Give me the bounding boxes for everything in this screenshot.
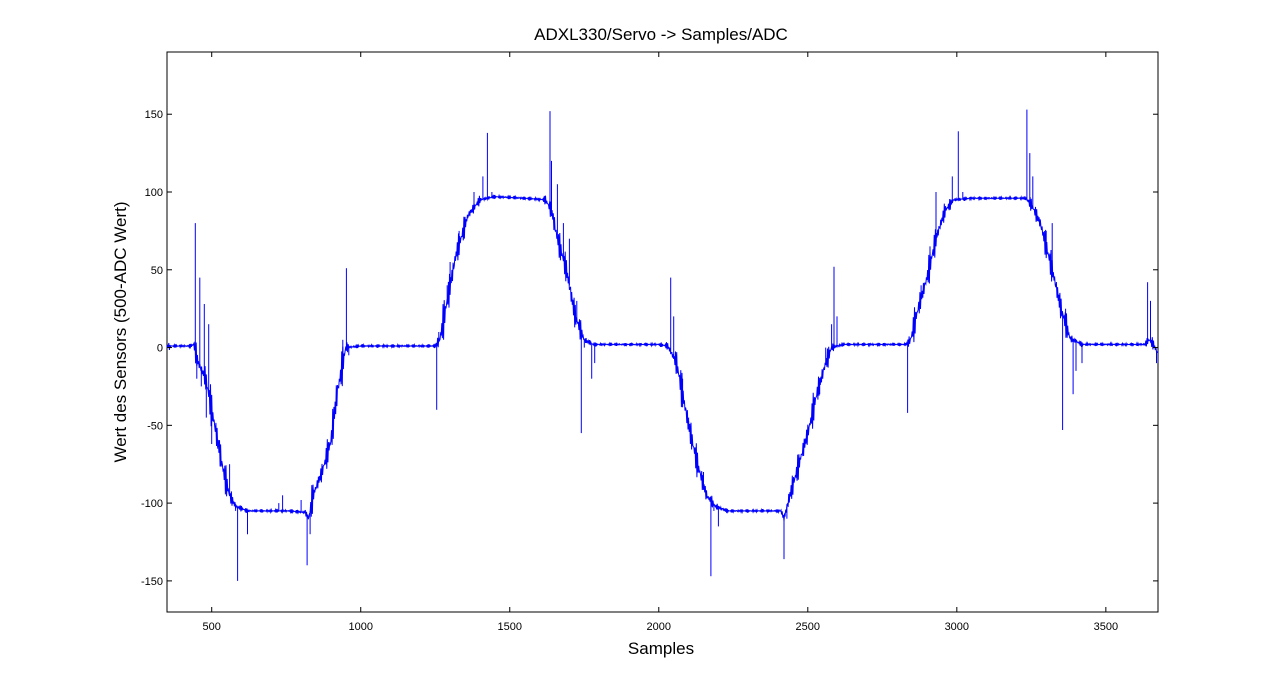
y-tick-label: 0 (157, 343, 163, 355)
y-tick-label: 50 (151, 265, 163, 277)
x-tick-label: 1500 (498, 621, 522, 633)
y-tick-label: -150 (141, 576, 163, 588)
x-tick-label: 3500 (1094, 621, 1118, 633)
x-tick-label: 2500 (796, 621, 820, 633)
x-tick-label: 2000 (647, 621, 671, 633)
y-tick-label: 150 (145, 109, 163, 121)
plot-frame (166, 51, 1159, 613)
ticks-layer: 500 1000 1500 2000 2500 3000 3500150100500-50-… (141, 52, 1158, 633)
x-tick-label: 1000 (348, 621, 372, 633)
chart-title: ADXL330/Servo -> Samples/ADC (534, 25, 788, 44)
plot-area: 500 1000 1500 2000 2500 3000 3500150100500-50-… (141, 51, 1159, 633)
y-tick-label: -50 (147, 420, 163, 432)
x-axis-label: Samples (628, 639, 694, 658)
series-layer (166, 109, 1159, 581)
x-tick-label: 3000 (945, 621, 969, 633)
series-line (166, 193, 1159, 522)
y-axis-label: Wert des Sensors (500-ADC Wert) (111, 201, 130, 462)
y-tick-label: -100 (141, 498, 163, 510)
y-tick-label: 100 (145, 187, 163, 199)
x-tick-label: 500 (203, 621, 221, 633)
